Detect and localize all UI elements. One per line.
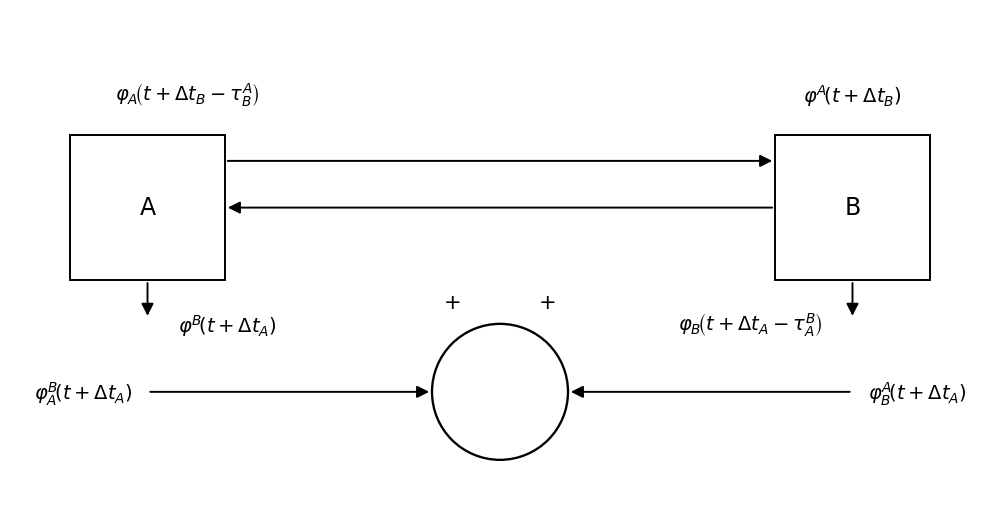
- Ellipse shape: [432, 324, 568, 460]
- Bar: [70, 135, 225, 280]
- Text: $\varphi_B\!\left(t+\Delta t_A - \tau_A^B\right)$: $\varphi_B\!\left(t+\Delta t_A - \tau_A^…: [678, 312, 822, 339]
- Text: $\varphi_A\!\left(t+\Delta t_B - \tau_B^A\right)$: $\varphi_A\!\left(t+\Delta t_B - \tau_B^…: [115, 81, 260, 109]
- Text: $\varphi^B\!\left(t+\Delta t_A\right)$: $\varphi^B\!\left(t+\Delta t_A\right)$: [178, 313, 276, 338]
- Text: A: A: [139, 196, 156, 220]
- Text: +: +: [444, 293, 461, 313]
- Text: $\varphi_B^A\!\left(t+\Delta t_A\right)$: $\varphi_B^A\!\left(t+\Delta t_A\right)$: [868, 381, 966, 408]
- Text: $\varphi^A\!\left(t+\Delta t_B\right)$: $\varphi^A\!\left(t+\Delta t_B\right)$: [803, 83, 902, 109]
- Text: +: +: [539, 293, 556, 313]
- Text: B: B: [844, 196, 861, 220]
- Text: $\varphi_A^B\!\left(t+\Delta t_A\right)$: $\varphi_A^B\!\left(t+\Delta t_A\right)$: [34, 381, 132, 408]
- Bar: [775, 135, 930, 280]
